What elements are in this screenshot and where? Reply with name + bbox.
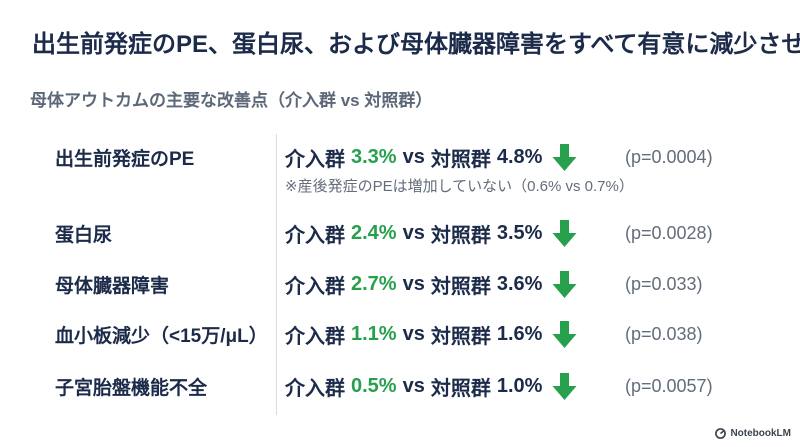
comparison-text: 介入群 1.1% vs 対照群 1.6% <box>285 320 625 349</box>
table-row: 蛋白尿 介入群 2.4% vs 対照群 3.5% (p=0.0028) <box>55 217 755 249</box>
down-arrow-icon <box>552 270 577 298</box>
intervention-label: 介入群 <box>285 377 345 400</box>
down-arrow-icon <box>552 372 577 400</box>
table-row: 血小板減少（<15万/μL） 介入群 1.1% vs 対照群 1.6% (p=0… <box>55 318 755 350</box>
intervention-value: 1.1% <box>351 322 397 345</box>
outcome-label: 子宮胎盤機能不全 <box>55 377 208 399</box>
outcome-label: 出生前発症のPE <box>55 148 195 170</box>
control-label: 対照群 <box>430 224 491 247</box>
page-title: 出生前発症のPE、蛋白尿、および母体臓器障害をすべて有意に減少させる <box>32 31 800 58</box>
vs-label: vs <box>402 322 425 345</box>
outcome-label: 血小板減少（<15万/μL） <box>55 325 268 347</box>
control-value: 1.0% <box>496 374 543 397</box>
vs-label: vs <box>402 221 425 244</box>
notebooklm-logo-icon <box>715 428 727 439</box>
p-value: (p=0.038) <box>625 323 703 344</box>
outcome-label: 蛋白尿 <box>55 224 113 246</box>
control-value: 3.5% <box>496 221 543 244</box>
vs-label: vs <box>402 145 425 168</box>
vertical-divider <box>276 134 277 415</box>
control-value: 1.6% <box>496 322 543 345</box>
page-subtitle: 母体アウトカムの主要な改善点（介入群 vs 対照群） <box>30 91 433 110</box>
vs-label: vs <box>402 272 425 295</box>
intervention-label: 介入群 <box>285 275 345 298</box>
footer-brand-label: NotebookLM <box>730 428 791 439</box>
p-value: (p=0.0057) <box>625 375 713 396</box>
table-row: 母体臓器障害 介入群 2.7% vs 対照群 3.6% (p=0.033) <box>55 268 755 300</box>
control-value: 4.8% <box>496 145 543 168</box>
intervention-value: 2.4% <box>351 221 397 244</box>
intervention-value: 0.5% <box>351 374 397 397</box>
control-label: 対照群 <box>430 275 491 298</box>
down-arrow-icon <box>552 219 577 247</box>
outcome-label: 母体臓器障害 <box>55 275 170 297</box>
comparison-text: 介入群 0.5% vs 対照群 1.0% <box>285 372 625 401</box>
control-value: 3.6% <box>496 272 543 295</box>
control-label: 対照群 <box>430 377 491 400</box>
control-label: 対照群 <box>430 148 491 171</box>
table-row: 子宮胎盤機能不全 介入群 0.5% vs 対照群 1.0% (p=0.0057) <box>55 370 755 402</box>
footnote: ※産後発症のPEは増加していない（0.6% vs 0.7%） <box>285 178 634 195</box>
control-label: 対照群 <box>430 325 491 348</box>
down-arrow-icon <box>552 143 577 171</box>
table-row: 出生前発症のPE 介入群 3.3% vs 対照群 4.8% (p=0.0004) <box>55 141 755 173</box>
vs-label: vs <box>402 374 425 397</box>
intervention-value: 3.3% <box>351 145 397 168</box>
down-arrow-icon <box>552 320 577 348</box>
intervention-label: 介入群 <box>285 325 345 348</box>
p-value: (p=0.033) <box>625 273 703 294</box>
comparison-text: 介入群 2.4% vs 対照群 3.5% <box>285 219 625 248</box>
intervention-label: 介入群 <box>285 224 345 247</box>
intervention-value: 2.7% <box>351 272 397 295</box>
p-value: (p=0.0028) <box>625 222 713 243</box>
footer-brand: NotebookLM <box>715 428 791 439</box>
p-value: (p=0.0004) <box>625 146 713 167</box>
intervention-label: 介入群 <box>285 148 345 171</box>
comparison-text: 介入群 3.3% vs 対照群 4.8% <box>285 143 625 172</box>
comparison-text: 介入群 2.7% vs 対照群 3.6% <box>285 270 625 299</box>
